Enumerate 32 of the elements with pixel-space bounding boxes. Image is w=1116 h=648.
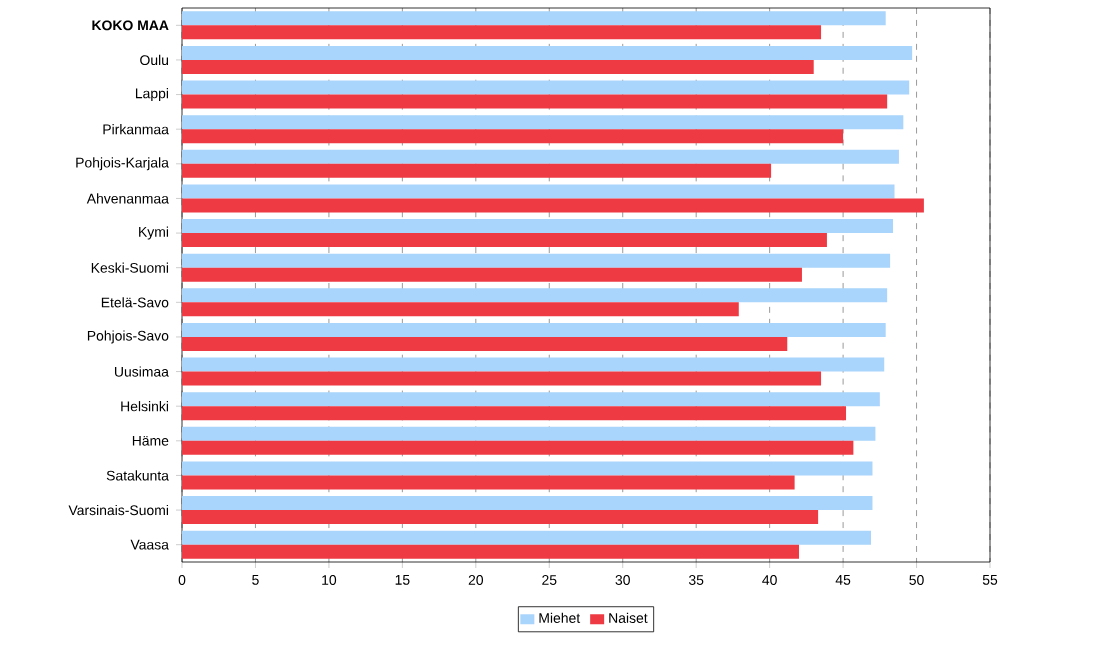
bar (182, 267, 802, 282)
bar (182, 233, 827, 248)
bar (182, 440, 854, 455)
bar (182, 219, 894, 234)
bar (182, 253, 891, 268)
bar (182, 302, 739, 317)
bar (182, 115, 904, 130)
bar (182, 406, 847, 421)
bar (182, 461, 873, 476)
bar (182, 475, 795, 490)
bar (182, 184, 895, 199)
bar (182, 530, 871, 545)
bar (182, 496, 873, 511)
bar (182, 94, 888, 109)
bar (182, 336, 788, 351)
bar (182, 25, 822, 40)
bar (182, 392, 880, 407)
bar (182, 288, 888, 303)
bar (182, 426, 876, 441)
bar (182, 149, 899, 164)
bar (182, 80, 910, 95)
bar (182, 59, 814, 74)
bar (182, 544, 800, 559)
bar (182, 129, 844, 144)
bar (182, 357, 885, 372)
bar (182, 11, 886, 26)
bar (182, 322, 886, 337)
bar (182, 198, 924, 213)
bar (182, 45, 913, 60)
bar (182, 163, 772, 178)
bar (182, 510, 819, 525)
bar (182, 371, 822, 386)
